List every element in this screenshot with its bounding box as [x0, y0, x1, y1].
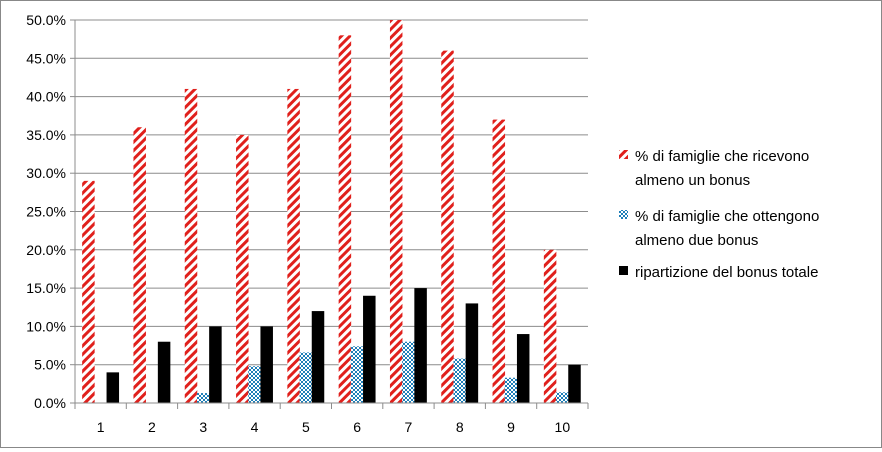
bar-series-1-cat-7 — [389, 20, 403, 403]
bar-series-1-cat-3 — [184, 88, 198, 403]
bar-series-1-cat-2 — [133, 127, 146, 404]
axes: 0.0% 5.0% 10.0% 15.0% 20.0% 25.0% 30.0% 35.0% 40… — [26, 12, 589, 435]
bar-series-3-cat-2 — [157, 341, 171, 403]
y-tick-label: 35.0% — [26, 127, 66, 143]
bar-series-3-cat-7 — [414, 288, 427, 403]
y-tick-label: 40.0% — [26, 89, 66, 105]
y-tick-label: 50.0% — [26, 12, 66, 28]
bar-series-1-cat-10 — [543, 249, 557, 403]
bar-series-2-cat-6 — [350, 346, 364, 403]
legend-label-series-3: ripartizione del bonus totale — [635, 264, 818, 281]
bar-series-1-cat-9 — [492, 119, 506, 403]
x-tick-label: 4 — [251, 419, 259, 435]
x-tick-label: 2 — [148, 419, 156, 435]
y-tick-label: 30.0% — [26, 165, 66, 181]
bar-series-1-cat-5 — [287, 88, 300, 403]
legend-label-series-1: almeno un bonus — [635, 172, 750, 189]
x-tick-label: 6 — [353, 419, 361, 435]
y-tick-label: 15.0% — [26, 280, 66, 296]
bar-series-1-cat-8 — [441, 50, 454, 403]
bar-series-2-cat-7 — [402, 341, 415, 403]
bar-series-2-cat-5 — [299, 352, 313, 403]
y-tick-label: 45.0% — [26, 50, 66, 66]
x-tick-label: 7 — [405, 419, 413, 435]
x-tick-label: 8 — [456, 419, 464, 435]
y-tick-label: 5.0% — [34, 357, 66, 373]
gridlines — [75, 19, 588, 366]
bar-series-3-cat-4 — [260, 326, 273, 403]
y-tick-label: 25.0% — [26, 204, 66, 220]
bar-series-3-cat-8 — [465, 303, 479, 403]
legend-label-series-2: % di famiglie che ottengono — [635, 208, 819, 225]
legend-label-series-2: almeno due bonus — [635, 232, 758, 249]
bar-series-1-cat-4 — [236, 134, 249, 403]
legend: % di famiglie che ricevono almeno un bonu… — [619, 148, 819, 281]
bars — [82, 20, 581, 404]
y-tick-label: 10.0% — [26, 318, 66, 334]
bar-series-3-cat-3 — [209, 326, 222, 403]
x-tick-label: 10 — [555, 419, 571, 435]
y-tick-label: 0.0% — [34, 395, 66, 411]
bar-series-3-cat-6 — [363, 295, 376, 403]
x-tick-label: 1 — [97, 419, 105, 435]
bar-series-3-cat-5 — [311, 311, 325, 403]
x-tick-label: 9 — [507, 419, 515, 435]
bar-series-2-cat-3 — [196, 393, 210, 403]
bar-series-2-cat-8 — [453, 358, 466, 403]
bar-series-1-cat-1 — [82, 180, 95, 403]
legend-swatch-series-2 — [619, 210, 628, 219]
legend-label-series-1: % di famiglie che ricevono — [635, 148, 809, 165]
bar-series-1-cat-6 — [338, 35, 352, 403]
x-tick-label: 5 — [302, 419, 310, 435]
x-tick-label: 3 — [199, 419, 207, 435]
bar-series-2-cat-9 — [504, 377, 518, 403]
legend-swatch-series-3 — [619, 266, 628, 275]
bar-series-3-cat-10 — [568, 364, 581, 403]
bar-series-2-cat-4 — [248, 366, 261, 403]
y-tick-label: 20.0% — [26, 242, 66, 258]
bar-series-2-cat-10 — [556, 392, 569, 403]
bar-series-3-cat-1 — [106, 372, 120, 403]
bar-series-3-cat-9 — [516, 334, 530, 403]
legend-swatch-series-1 — [619, 150, 628, 159]
